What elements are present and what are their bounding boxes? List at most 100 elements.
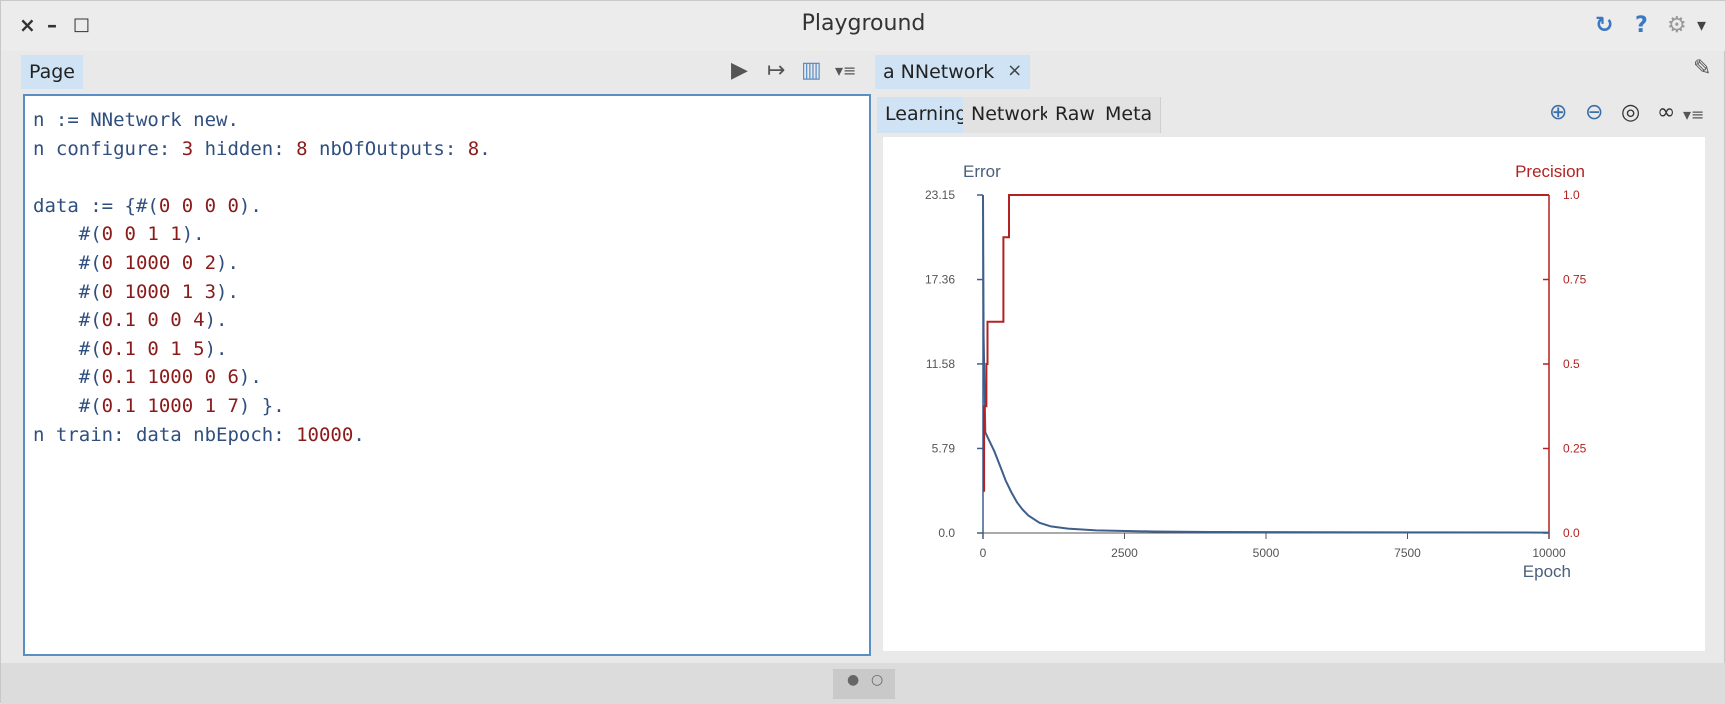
right-y-tick-label: 0.75: [1563, 273, 1587, 287]
page-dot-inactive[interactable]: ○: [871, 672, 884, 688]
code-token: #(: [33, 337, 102, 360]
run-icon[interactable]: ▶: [731, 58, 748, 83]
code-line: #(0.1 0 1 5).: [33, 335, 861, 364]
x-axis-label: Epoch: [1523, 562, 1571, 581]
tab-a-nnetwork[interactable]: a NNetwork ×: [875, 55, 1031, 89]
code-editor[interactable]: n := NNetwork new. n configure: 3 hidden:…: [23, 94, 871, 656]
code-token: ).: [181, 223, 205, 246]
code-token: n configure:: [33, 137, 182, 160]
code-token: .: [479, 137, 491, 160]
code-line: #(0 1000 0 2).: [33, 249, 861, 278]
code-token: #(: [33, 366, 102, 389]
code-token: #(: [33, 394, 102, 417]
code-token: hidden:: [193, 137, 297, 160]
code-line: n configure: 3 hidden: 8 nbOfOutputs: 8.: [33, 135, 861, 164]
glasses-icon[interactable]: ∞: [1657, 100, 1676, 125]
precision-series-line: [983, 194, 1549, 492]
code-literal: 0.1 0 0 4: [101, 309, 205, 332]
code-literal: 3: [181, 137, 194, 160]
tab-raw[interactable]: Raw: [1047, 97, 1104, 133]
window-title: Playground: [801, 11, 926, 36]
page-switcher: ● ○: [833, 669, 895, 699]
bottom-bar: ● ○: [1, 663, 1725, 704]
code-token: ).: [216, 280, 239, 303]
code-token: new.: [193, 109, 239, 131]
code-token: #(: [33, 280, 102, 303]
left-y-tick-label: 5.79: [932, 441, 956, 455]
left-y-tick-label: 23.15: [925, 188, 955, 202]
tab-network[interactable]: Network: [963, 97, 1060, 133]
learning-chart-panel: 0.0 5.79 11.58 17.36 23.15 0.0 0.25 0.5 0.75 1.0 0…: [883, 137, 1705, 651]
code-literal: 0 1000 1 3: [101, 280, 217, 303]
code-token: ).: [238, 194, 262, 217]
code-token: n train: data nbEpoch:: [33, 423, 297, 446]
code-line: #(0.1 1000 1 7) }.: [33, 392, 861, 421]
code-literal: 8: [467, 137, 480, 160]
code-literal: 10000: [296, 423, 354, 446]
code-token: #(: [33, 251, 102, 274]
inspector-menu-icon[interactable]: ▾≡: [1683, 105, 1705, 124]
left-y-tick-label: 11.58: [926, 357, 955, 371]
x-tick-label: 0: [980, 546, 987, 560]
tab-learning[interactable]: Learning: [877, 97, 977, 133]
tab-page[interactable]: Page: [21, 55, 83, 89]
code-token: ).: [238, 366, 262, 389]
right-y-axis-label: Precision: [1515, 162, 1585, 181]
code-literal: 0 0 0 0: [158, 194, 239, 217]
page-pane: Page ▶ ↦ ▥ ▾≡ n := NNetwork new. n config…: [15, 51, 871, 663]
page-dot-active[interactable]: ●: [847, 672, 860, 688]
code-literal: 0 1000 0 2: [101, 251, 217, 274]
code-line: [33, 163, 861, 192]
code-literal: 0.1 1000 0 6: [101, 366, 239, 389]
learning-chart: 0.0 5.79 11.58 17.36 23.15 0.0 0.25 0.5 0.75 1.0 0…: [925, 162, 1587, 581]
minimize-window-icon[interactable]: –: [47, 13, 57, 37]
page-tabstrip: Page ▶ ↦ ▥ ▾≡: [15, 51, 869, 89]
left-y-axis-label: Error: [963, 162, 1001, 181]
code-token: ) }.: [238, 394, 285, 417]
settings-icon[interactable]: ⚙: [1667, 13, 1687, 38]
sync-icon[interactable]: ↻: [1595, 13, 1614, 38]
page-menu-icon[interactable]: ▾≡: [835, 61, 857, 80]
maximize-window-icon[interactable]: □: [73, 14, 91, 35]
code-line: data := {#(0 0 0 0).: [33, 192, 861, 221]
code-line: #(0 1000 1 3).: [33, 278, 861, 307]
inspect-icon[interactable]: ↦: [767, 58, 786, 83]
code-token: n := NNetwork: [33, 109, 194, 131]
x-tick-label: 10000: [1532, 546, 1566, 560]
code-token: ).: [204, 337, 228, 360]
inspector-pane: a NNetwork × ✎ Learning Network Raw Meta ⊕ …: [871, 51, 1716, 663]
right-y-tick-label: 0.5: [1563, 357, 1580, 371]
code-token: ).: [204, 309, 228, 332]
right-y-tick-label: 0.25: [1563, 442, 1587, 456]
right-y-tick-label: 1.0: [1563, 188, 1580, 202]
code-line: #(0.1 1000 0 6).: [33, 363, 861, 392]
title-bar: × – □ Playground ↻ ? ⚙ ▾: [1, 1, 1725, 51]
code-token: .: [353, 423, 365, 446]
code-token: #(: [33, 223, 102, 246]
right-y-tick-label: 0.0: [1563, 526, 1580, 540]
error-series-line: [982, 194, 1550, 534]
code-token: nbOfOutputs:: [307, 137, 468, 160]
columns-icon[interactable]: ▥: [801, 58, 822, 83]
zoom-out-icon[interactable]: ⊖: [1585, 100, 1604, 125]
zoom-in-icon[interactable]: ⊕: [1549, 100, 1568, 125]
window-menu-chevron-down-icon[interactable]: ▾: [1697, 15, 1707, 36]
code-token: ).: [216, 251, 239, 274]
tab-meta[interactable]: Meta: [1097, 97, 1162, 133]
left-y-tick-label: 17.36: [925, 273, 955, 287]
code-line: #(0 0 1 1).: [33, 220, 861, 249]
close-tab-icon[interactable]: ×: [1007, 60, 1023, 81]
zoom-fit-icon[interactable]: ◎: [1621, 100, 1641, 125]
code-literal: 0.1 0 1 5: [101, 337, 205, 360]
x-tick-label: 5000: [1253, 546, 1280, 560]
inspector-tab-label: a NNetwork: [883, 61, 995, 83]
code-literal: 0 0 1 1: [101, 223, 182, 246]
help-icon[interactable]: ?: [1635, 13, 1648, 38]
code-literal: 8: [296, 137, 308, 160]
code-line: #(0.1 0 0 4).: [33, 306, 861, 335]
left-y-tick-label: 0.0: [938, 526, 955, 540]
close-window-icon[interactable]: ×: [19, 13, 36, 37]
x-tick-label: 7500: [1394, 546, 1421, 560]
edit-icon[interactable]: ✎: [1693, 56, 1712, 81]
